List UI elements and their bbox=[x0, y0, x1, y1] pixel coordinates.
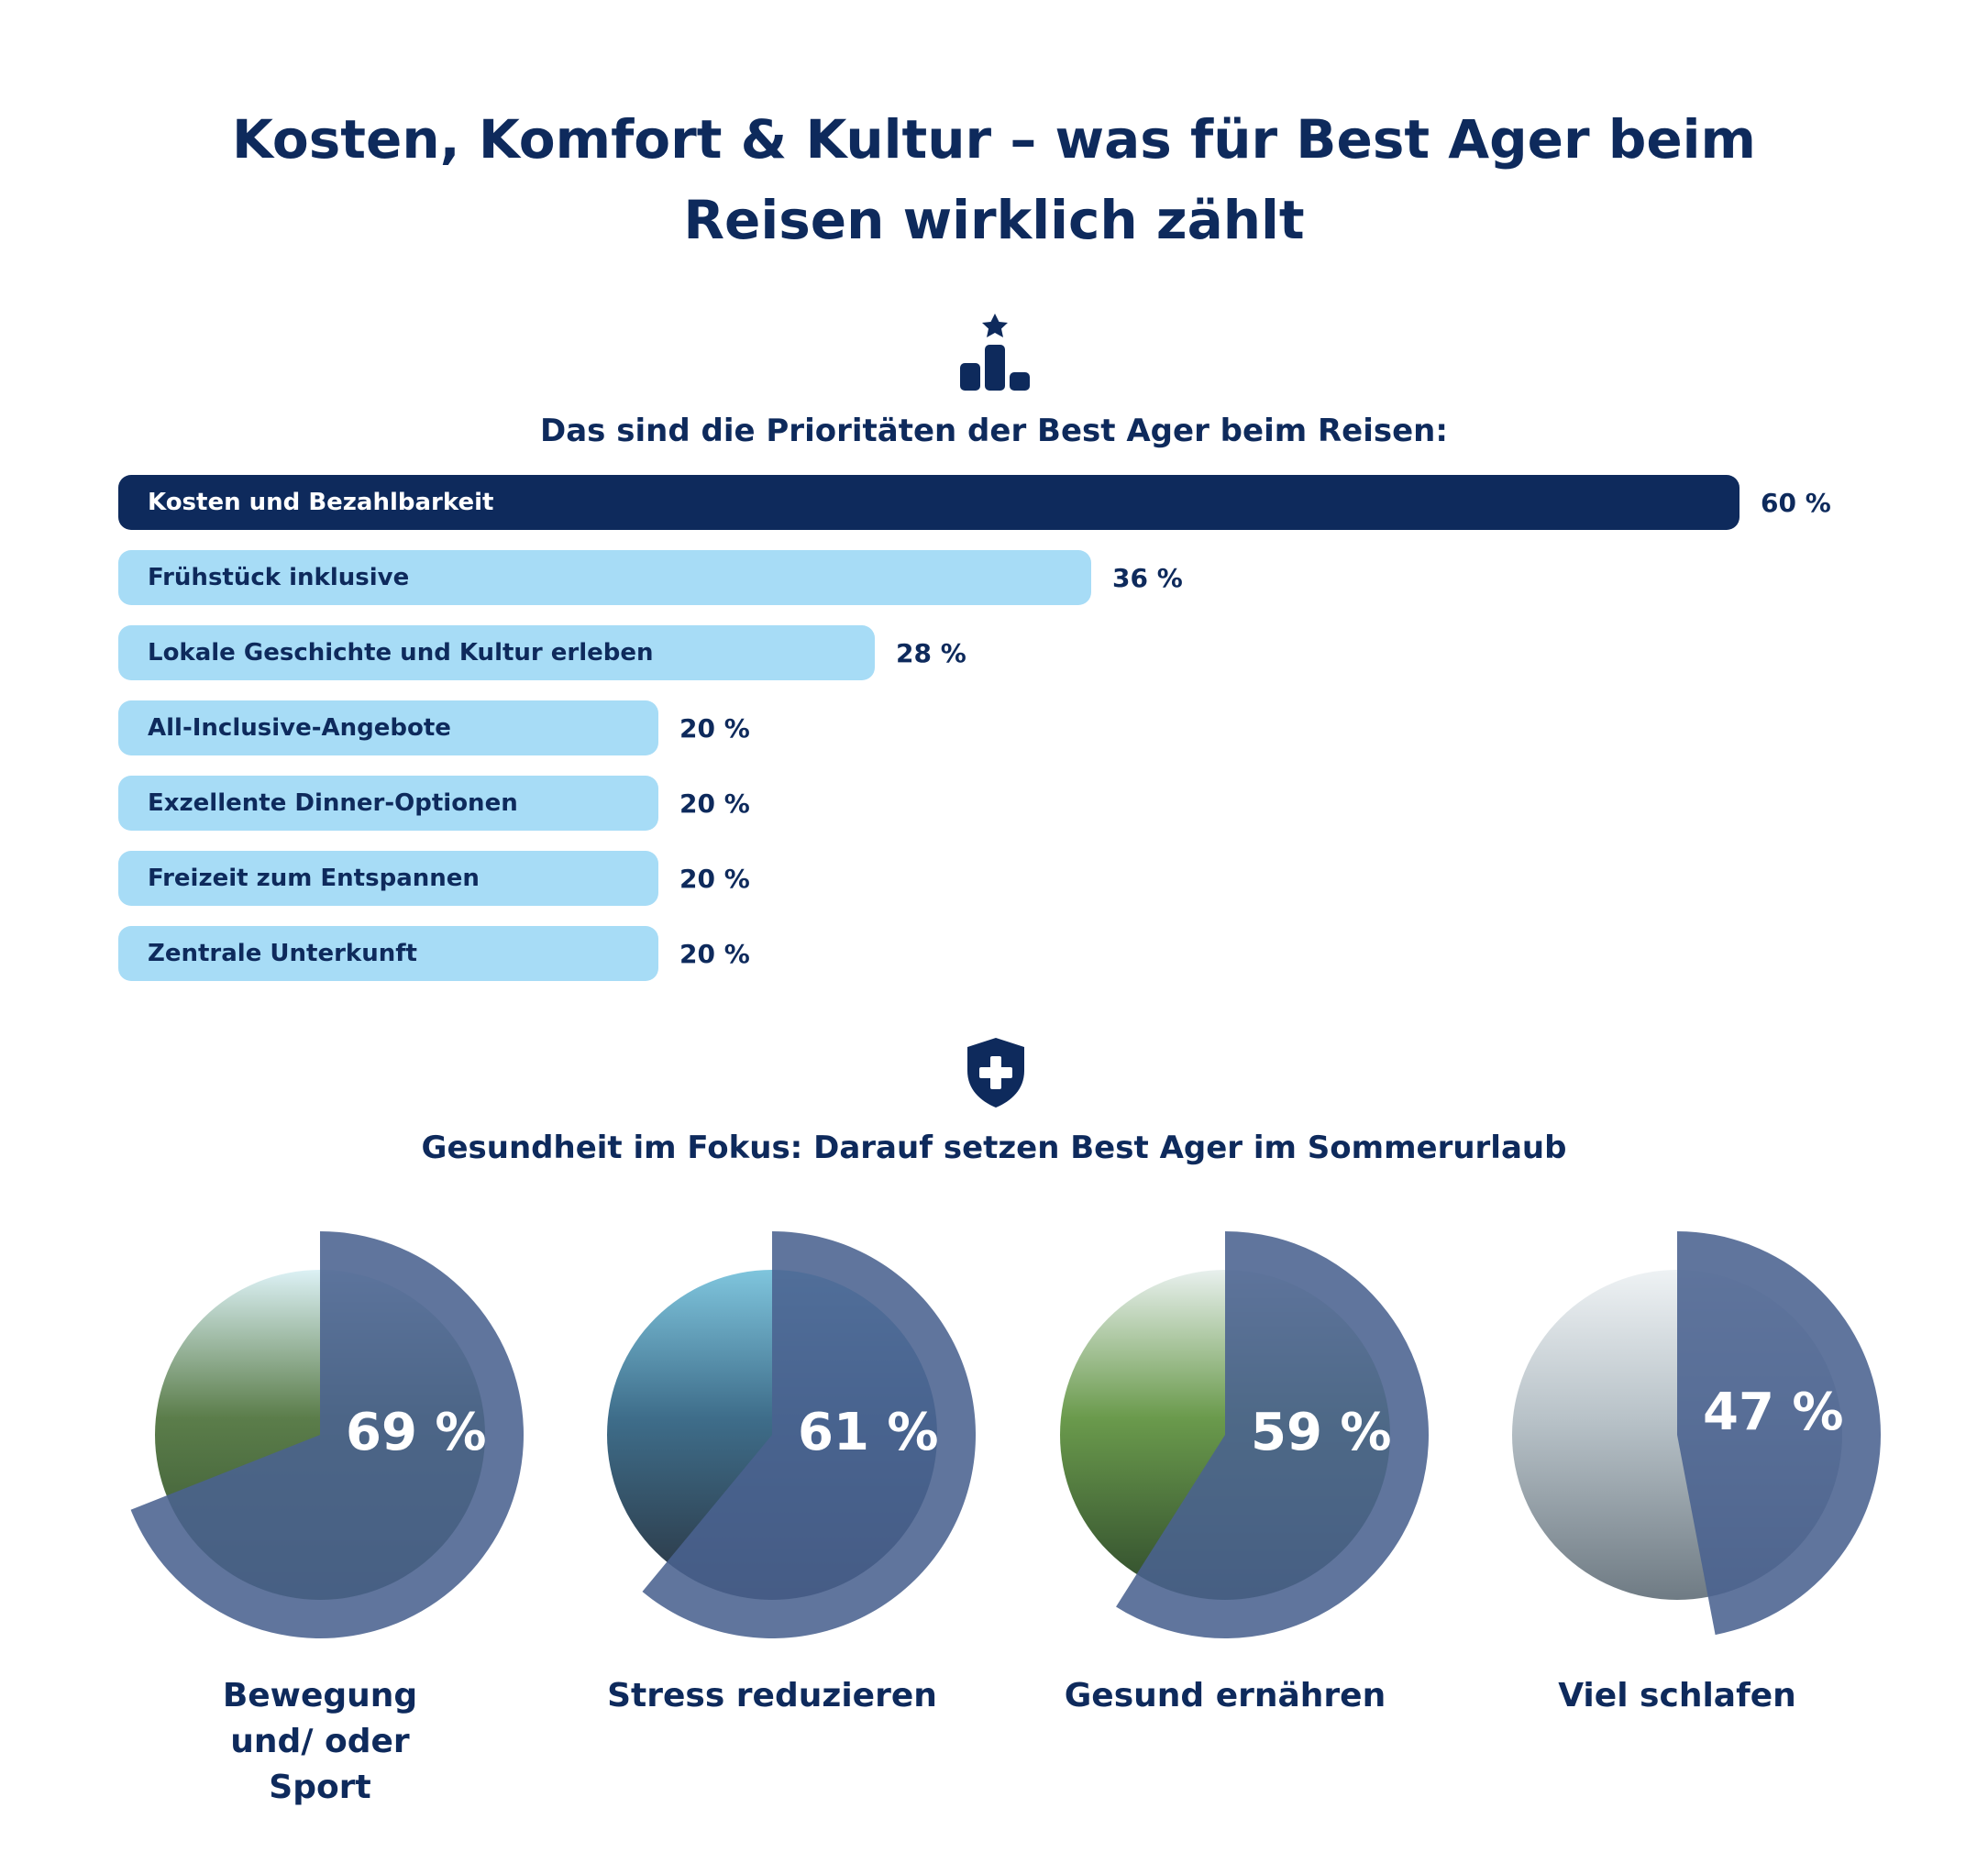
pie-slice bbox=[1116, 1231, 1430, 1638]
bar-label: Lokale Geschichte und Kultur erleben bbox=[148, 639, 654, 667]
bar-row: Exzellente Dinner-Optionen 20 % bbox=[118, 776, 1861, 831]
bar-value-label: 36 % bbox=[1112, 562, 1183, 593]
pie-category-label: Viel schlafen bbox=[1558, 1677, 1796, 1714]
shield-plus-icon bbox=[967, 1038, 1024, 1108]
pie-value-label: 69 % bbox=[346, 1403, 487, 1462]
bar-value-label: 60 % bbox=[1761, 487, 1831, 518]
bar-row: Freizeit zum Entspannen 20 % bbox=[118, 851, 1861, 906]
bar: Exzellente Dinner-Optionen bbox=[118, 776, 658, 831]
page-title: Kosten, Komfort & Kultur – was für Best … bbox=[0, 99, 1988, 260]
pie-slice bbox=[130, 1231, 525, 1638]
bar-value-label: 28 % bbox=[896, 637, 966, 668]
donut-svg: 47 % bbox=[1512, 1231, 1882, 1636]
bar-value-label: 20 % bbox=[679, 863, 750, 894]
pie-slice bbox=[1677, 1231, 1882, 1636]
pie-category-label: Gesund ernähren bbox=[1064, 1677, 1386, 1714]
title-line-1: Kosten, Komfort & Kultur – was für Best … bbox=[231, 108, 1756, 171]
bar: Lokale Geschichte und Kultur erleben bbox=[118, 625, 875, 680]
bar-value-label: 20 % bbox=[679, 938, 750, 969]
donut-chart: 59 % bbox=[1019, 1229, 1431, 1641]
donut-svg: 61 % bbox=[607, 1231, 977, 1638]
bar: Freizeit zum Entspannen bbox=[118, 851, 658, 906]
donut-svg: 59 % bbox=[1060, 1231, 1430, 1638]
priorities-bar-chart: Kosten und Bezahlbarkeit 60 % Frühstück in… bbox=[118, 475, 1861, 988]
bar: Frühstück inklusive bbox=[118, 550, 1091, 605]
bar-row: Lokale Geschichte und Kultur erleben 28 % bbox=[118, 625, 1861, 680]
bar-row: Zentrale Unterkunft 20 % bbox=[118, 926, 1861, 981]
bar-value-label: 20 % bbox=[679, 712, 750, 744]
donut-svg: 69 % bbox=[130, 1231, 525, 1638]
pie-value-label: 61 % bbox=[798, 1403, 939, 1462]
pie-category-label: Bewegung und/ oder Sport bbox=[222, 1677, 418, 1806]
bar-row: All-Inclusive-Angebote 20 % bbox=[118, 700, 1861, 755]
bar-label: Freizeit zum Entspannen bbox=[148, 865, 480, 892]
pie-slice bbox=[642, 1231, 977, 1638]
health-heading: Gesundheit im Fokus: Darauf setzen Best … bbox=[421, 1130, 1567, 1166]
bar-label: Zentrale Unterkunft bbox=[148, 940, 417, 967]
bar: Zentrale Unterkunft bbox=[118, 926, 658, 981]
bar-row: Kosten und Bezahlbarkeit 60 % bbox=[118, 475, 1861, 530]
bar-label: All-Inclusive-Angebote bbox=[148, 714, 451, 742]
bar: Kosten und Bezahlbarkeit bbox=[118, 475, 1740, 530]
pie-value-label: 47 % bbox=[1703, 1383, 1844, 1442]
bar-label: Exzellente Dinner-Optionen bbox=[148, 789, 518, 817]
donut-chart: 61 % bbox=[566, 1229, 978, 1641]
bar-value-label: 20 % bbox=[679, 788, 750, 819]
donut-chart: 47 % bbox=[1471, 1229, 1883, 1641]
bar-label: Frühstück inklusive bbox=[148, 564, 410, 591]
pie-value-label: 59 % bbox=[1251, 1403, 1392, 1462]
bar-label: Kosten und Bezahlbarkeit bbox=[148, 489, 494, 516]
priorities-heading: Das sind die Prioritäten der Best Ager b… bbox=[539, 413, 1448, 449]
bar-row: Frühstück inklusive 36 % bbox=[118, 550, 1861, 605]
donut-chart: 69 % bbox=[114, 1229, 526, 1641]
podium-star-icon bbox=[960, 314, 1030, 391]
title-line-2: Reisen wirklich zählt bbox=[683, 189, 1305, 251]
pie-category-label: Stress reduzieren bbox=[607, 1677, 937, 1714]
bar: All-Inclusive-Angebote bbox=[118, 700, 658, 755]
